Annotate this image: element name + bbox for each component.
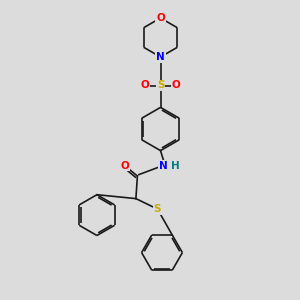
Text: S: S: [157, 80, 164, 91]
Text: N: N: [158, 160, 167, 171]
Text: H: H: [170, 160, 179, 171]
Text: O: O: [120, 160, 129, 171]
Text: O: O: [172, 80, 181, 91]
Text: N: N: [156, 52, 165, 62]
Text: O: O: [156, 13, 165, 23]
Text: O: O: [140, 80, 149, 91]
Text: S: S: [154, 204, 161, 214]
